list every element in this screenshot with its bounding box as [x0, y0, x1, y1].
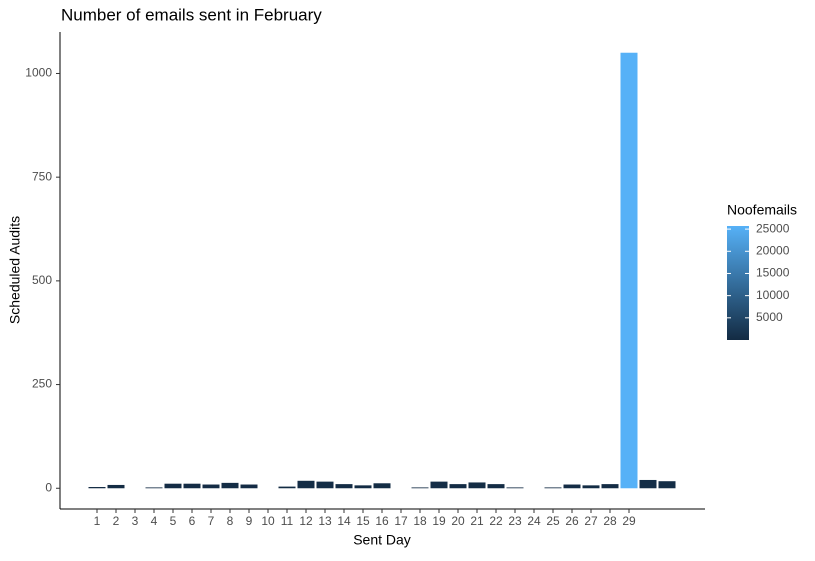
bar	[563, 484, 581, 489]
x-tick-label: 1	[94, 514, 101, 528]
x-tick-label: 3	[132, 514, 139, 528]
bar	[601, 484, 619, 489]
x-tick-label: 26	[565, 514, 579, 528]
x-tick-label: 19	[432, 514, 446, 528]
y-tick-label: 500	[32, 273, 52, 287]
y-tick-label: 750	[32, 169, 52, 183]
x-tick-label: 16	[375, 514, 389, 528]
bar	[544, 487, 562, 489]
bar	[183, 483, 201, 489]
bar	[582, 485, 600, 489]
bar	[145, 487, 163, 489]
x-tick-label: 28	[603, 514, 617, 528]
x-tick-label: 2	[113, 514, 120, 528]
bar	[468, 482, 486, 489]
chart-title: Number of emails sent in February	[61, 5, 322, 24]
bar	[487, 484, 505, 489]
x-tick-label: 17	[394, 514, 408, 528]
x-tick-label: 7	[208, 514, 215, 528]
legend-title: Noofemails	[727, 202, 797, 218]
y-axis-title: Scheduled Audits	[7, 216, 23, 324]
bar	[278, 486, 296, 489]
x-tick-label: 11	[281, 514, 294, 528]
x-tick-label: 23	[508, 514, 522, 528]
bar	[107, 484, 125, 489]
bar	[658, 481, 676, 489]
x-tick-label: 12	[299, 514, 313, 528]
bar	[430, 481, 448, 489]
x-tick-label: 14	[337, 514, 351, 528]
bar	[620, 52, 638, 489]
y-tick-label: 0	[45, 480, 52, 494]
colorbar-label: 15000	[756, 266, 790, 280]
bar	[354, 485, 372, 489]
x-axis-title: Sent Day	[353, 532, 411, 548]
bar	[411, 487, 429, 489]
x-tick-label: 22	[489, 514, 503, 528]
x-tick-label: 29	[622, 514, 636, 528]
bar	[506, 487, 524, 489]
colorbar-label: 20000	[756, 243, 790, 257]
x-tick-label: 15	[356, 514, 370, 528]
bar	[449, 484, 467, 489]
x-tick-label: 20	[451, 514, 465, 528]
x-tick-label: 4	[151, 514, 158, 528]
bar	[297, 480, 315, 489]
x-tick-label: 9	[246, 514, 253, 528]
x-tick-label: 6	[189, 514, 196, 528]
y-tick-label: 1000	[25, 66, 52, 80]
x-tick-label: 13	[318, 514, 332, 528]
colorbar-label: 10000	[756, 288, 790, 302]
x-tick-label: 25	[546, 514, 560, 528]
bar	[316, 481, 334, 489]
colorbar-label: 25000	[756, 221, 790, 235]
bar	[373, 483, 391, 489]
x-tick-label: 27	[584, 514, 598, 528]
colorbar-label: 5000	[756, 310, 783, 324]
x-tick-label: 5	[170, 514, 177, 528]
x-tick-label: 24	[527, 514, 541, 528]
bar	[202, 484, 220, 489]
bar	[221, 482, 239, 489]
colorbar	[727, 226, 749, 340]
bar	[639, 479, 657, 489]
bar	[335, 484, 353, 489]
x-tick-label: 21	[470, 514, 484, 528]
bar	[88, 487, 106, 489]
y-tick-label: 250	[32, 377, 52, 391]
x-tick-label: 8	[227, 514, 234, 528]
bar	[240, 484, 258, 489]
x-tick-label: 18	[413, 514, 427, 528]
bar	[164, 483, 182, 489]
x-tick-label: 10	[261, 514, 275, 528]
